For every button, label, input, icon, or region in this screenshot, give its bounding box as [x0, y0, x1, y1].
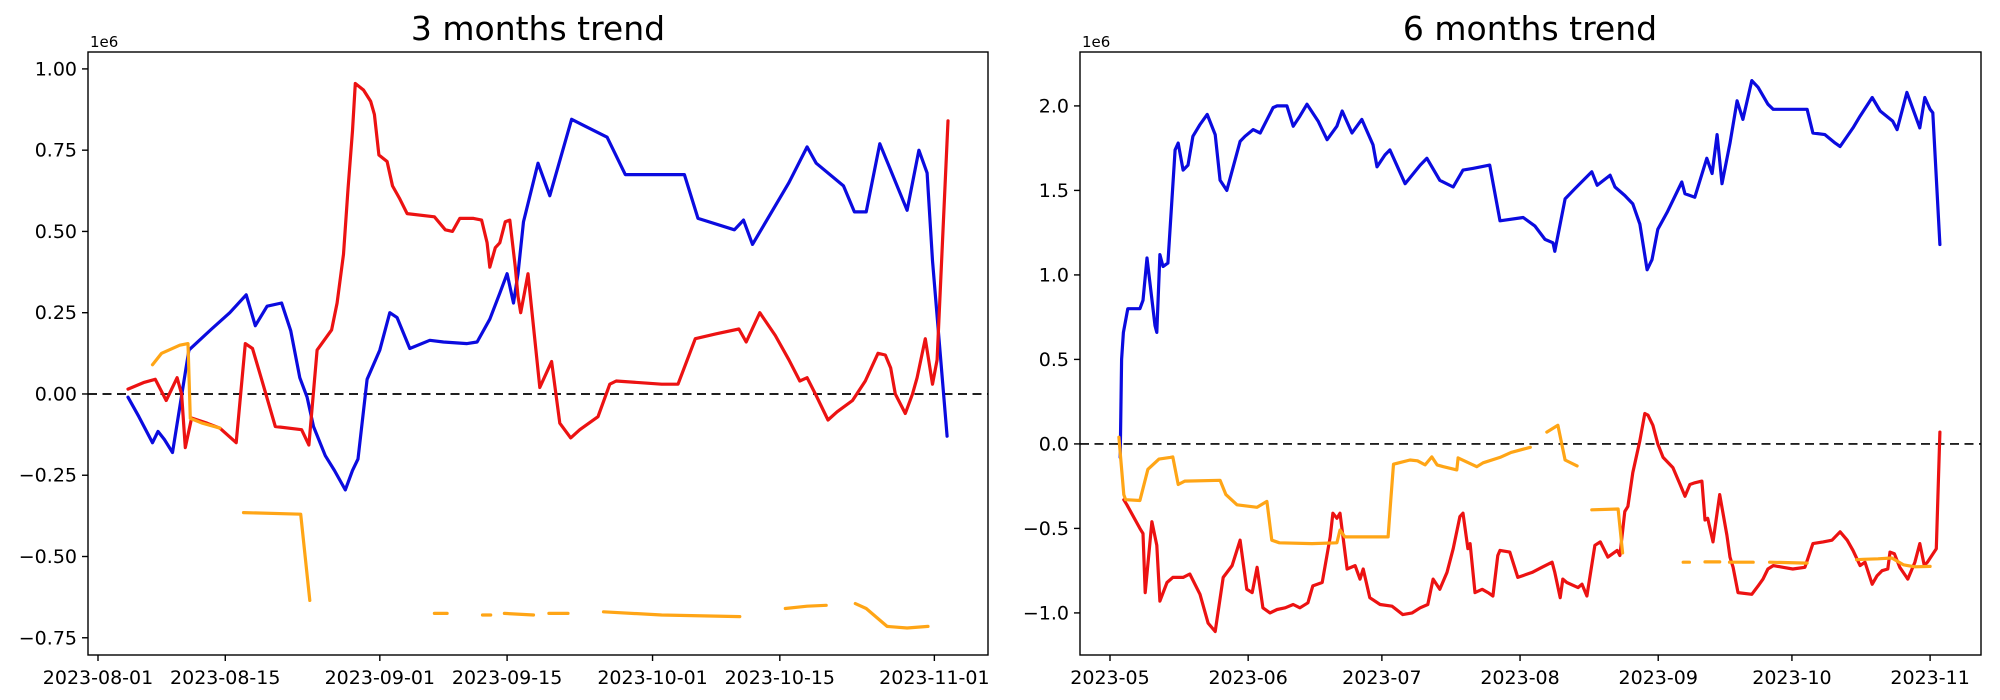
- right-chart-y-tick-label: 0.0: [1039, 433, 1069, 455]
- right-chart-x-tick-label: 2023-09: [1619, 667, 1698, 689]
- right-chart-line-orange: [1117, 423, 1932, 569]
- right-chart-title: 6 months trend: [1403, 9, 1657, 48]
- right-chart-red-segment: [1122, 411, 1942, 634]
- left-chart-y-tick-label: −0.50: [19, 546, 77, 568]
- right-chart-orange-segment: [1767, 560, 1809, 565]
- left-chart-line-red: [126, 81, 950, 450]
- right-chart-orange-segment: [1854, 556, 1932, 569]
- left-chart-y-tick-label: 0.50: [35, 221, 77, 243]
- right-chart-x-tick-label: 2023-06: [1208, 667, 1287, 689]
- charts-root: 2023-08-01 2023-08-15 2023-09-01 2023-09-15…: [19, 33, 1982, 689]
- left-chart-y-tick-label: 0.75: [35, 140, 77, 162]
- left-chart-blue-segment: [126, 117, 949, 492]
- right-chart-orange-segment: [1590, 507, 1625, 555]
- left-chart-orange-segment: [241, 510, 312, 603]
- left-chart-x-tick-label: 2023-09-01: [325, 667, 435, 689]
- left-chart-y-tick-label: 1.00: [35, 58, 77, 80]
- left-chart-x-tick-label: 2023-11-01: [879, 667, 989, 689]
- left-chart-x-tick-label: 2023-10-15: [725, 667, 835, 689]
- right-chart-y-tick-label: 0.5: [1039, 349, 1069, 371]
- left-chart-orange-segment: [783, 603, 828, 611]
- right-chart-line-red: [1122, 411, 1942, 634]
- right-chart-axes-box: [1079, 51, 1982, 656]
- right-chart-y-axis: 2.0 1.5 1.0 0.5 0.0 −0.5 −1.0: [1023, 95, 1080, 624]
- left-chart-line-orange: [150, 342, 930, 630]
- left-chart-y-offset-label: 1e6: [90, 33, 118, 51]
- right-chart-orange-segment: [1117, 435, 1532, 546]
- right-chart-orange-segment: [1545, 423, 1579, 468]
- right-chart-x-tick-label: 2023-08: [1480, 667, 1559, 689]
- left-chart-orange-segment: [853, 601, 930, 630]
- right-chart-y-tick-label: 2.0: [1039, 95, 1069, 117]
- left-chart-red-segment: [126, 81, 950, 450]
- left-chart-title: 3 months trend: [411, 9, 665, 48]
- left-chart-orange-segment: [502, 611, 536, 617]
- left-chart-y-tick-label: −0.25: [19, 465, 77, 487]
- left-chart-x-tick-label: 2023-08-15: [170, 667, 280, 689]
- left-chart-orange-segment: [150, 342, 222, 430]
- left-chart-axes-box: [87, 51, 989, 656]
- right-chart-y-tick-label: 1.0: [1039, 264, 1069, 286]
- right-chart-blue-segment: [1118, 78, 1942, 459]
- left-chart-y-tick-label: 0.00: [35, 383, 77, 405]
- right-chart-x-tick-label: 2023-05: [1070, 667, 1149, 689]
- left-chart: 2023-08-01 2023-08-15 2023-09-01 2023-09-15…: [19, 33, 990, 689]
- right-chart-x-tick-label: 2023-10: [1752, 667, 1831, 689]
- right-chart-x-tick-label: 2023-07: [1342, 667, 1421, 689]
- right-chart-x-tick-label: 2023-11: [1890, 667, 1969, 689]
- right-chart-y-tick-label: −0.5: [1023, 518, 1069, 540]
- right-chart-y-tick-label: −1.0: [1023, 602, 1069, 624]
- right-chart: 2023-05 2023-06 2023-07 2023-08 2023-09 2023-…: [1023, 33, 1982, 689]
- left-chart-orange-segment: [601, 610, 742, 619]
- left-chart-x-axis: 2023-08-01 2023-08-15 2023-09-01 2023-09-15…: [43, 655, 990, 689]
- left-chart-line-blue: [126, 117, 949, 492]
- left-chart-x-tick-label: 2023-10-01: [597, 667, 707, 689]
- right-chart-x-axis: 2023-05 2023-06 2023-07 2023-08 2023-09 2023-…: [1070, 655, 1970, 689]
- right-chart-y-tick-label: 1.5: [1039, 180, 1069, 202]
- left-chart-x-tick-label: 2023-09-15: [452, 667, 562, 689]
- right-chart-y-offset-label: 1e6: [1082, 33, 1110, 51]
- left-chart-y-axis: 1.00 0.75 0.50 0.25 0.00 −0.25 −0.50 −0.75: [19, 58, 88, 649]
- left-chart-y-tick-label: 0.25: [35, 302, 77, 324]
- left-chart-x-tick-label: 2023-08-01: [43, 667, 153, 689]
- left-chart-y-tick-label: −0.75: [19, 627, 77, 649]
- right-chart-line-blue: [1118, 78, 1942, 459]
